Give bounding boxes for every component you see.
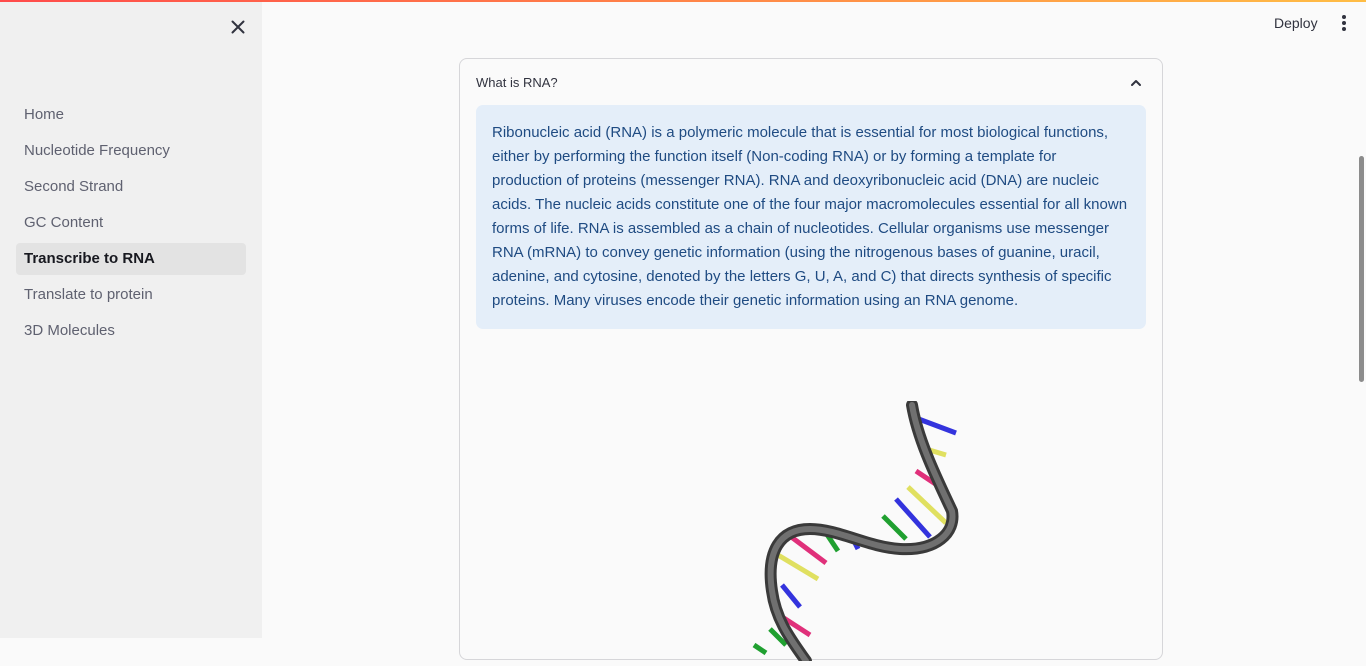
page-scrollbar-thumb[interactable]: [1359, 156, 1364, 382]
sidebar-item-nucleotide-frequency[interactable]: Nucleotide Frequency: [16, 135, 246, 167]
sidebar-close-button[interactable]: [226, 15, 250, 39]
top-decoration-stripe: [0, 0, 1366, 2]
sidebar-item-label: GC Content: [24, 214, 104, 231]
sidebar-item-second-strand[interactable]: Second Strand: [16, 171, 246, 203]
rna-strand-image: [740, 399, 980, 666]
sidebar-item-label: Translate to protein: [24, 286, 153, 303]
rna-strand-illustration: [752, 399, 959, 666]
sidebar-item-label: Nucleotide Frequency: [24, 142, 170, 159]
sidebar-item-transcribe-to-rna[interactable]: Transcribe to RNA: [16, 243, 246, 275]
sidebar-item-3d-molecules[interactable]: 3D Molecules: [16, 315, 246, 347]
sidebar-item-label: Second Strand: [24, 178, 124, 195]
vertical-dots-icon: [1342, 15, 1346, 31]
expander-title: What is RNA?: [476, 75, 558, 90]
rna-description-text: Ribonucleic acid (RNA) is a polymeric mo…: [492, 124, 1128, 309]
sidebar-item-label: 3D Molecules: [24, 322, 115, 339]
sidebar-item-label: Transcribe to RNA: [24, 250, 155, 267]
sidebar-item-home[interactable]: Home: [16, 99, 246, 131]
chevron-up-icon: [1131, 80, 1141, 86]
sidebar-item-label: Home: [24, 106, 65, 123]
sidebar-nav: Home Nucleotide Frequency Second Strand …: [16, 99, 246, 351]
close-icon: [231, 20, 245, 34]
deploy-button[interactable]: Deploy: [1274, 15, 1318, 31]
sidebar-item-gc-content[interactable]: GC Content: [16, 207, 246, 239]
main-menu-button[interactable]: [1334, 12, 1354, 34]
rna-info-expander: What is RNA? Ribonucleic acid (RNA) is a…: [459, 58, 1163, 666]
sidebar-item-translate-to-protein[interactable]: Translate to protein: [16, 279, 246, 311]
rna-info-alert: Ribonucleic acid (RNA) is a polymeric mo…: [476, 105, 1146, 329]
sidebar: Home Nucleotide Frequency Second Strand …: [0, 2, 262, 638]
expander-header[interactable]: What is RNA?: [460, 59, 1162, 105]
